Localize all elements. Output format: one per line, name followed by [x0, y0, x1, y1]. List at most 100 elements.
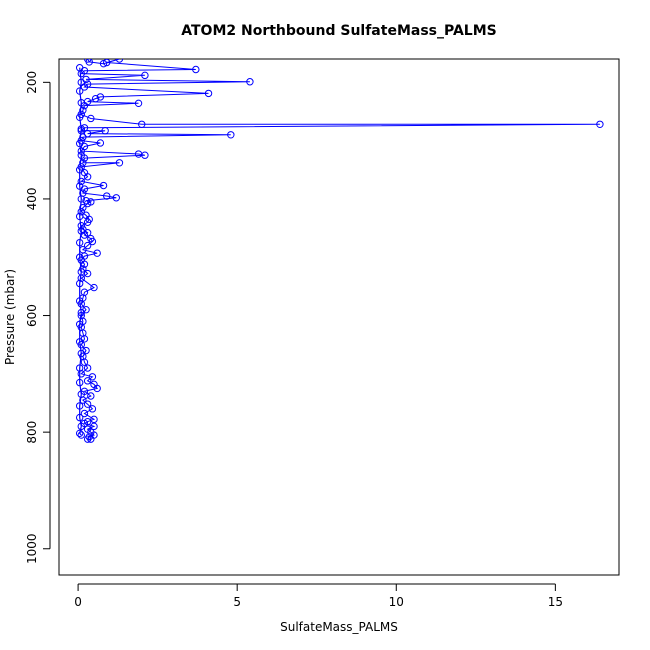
- y-tick-label: 400: [25, 187, 39, 210]
- y-tick-label: 200: [25, 71, 39, 94]
- data-point: [79, 159, 87, 167]
- data-point: [112, 194, 120, 202]
- data-point: [83, 241, 92, 250]
- data-point: [87, 114, 95, 123]
- cluster-point: [75, 113, 84, 122]
- data-point: [83, 364, 92, 372]
- data-point: [83, 59, 92, 63]
- data-point: [96, 93, 105, 101]
- data-point: [103, 192, 111, 200]
- x-tick-label: 10: [389, 595, 404, 609]
- data-point: [80, 409, 89, 418]
- data-point: [99, 181, 108, 190]
- data-point: [90, 283, 98, 292]
- cluster-point: [77, 422, 85, 431]
- cluster-point: [75, 238, 84, 247]
- cluster-point: [75, 253, 84, 261]
- data-point: [88, 373, 97, 381]
- data-point: [93, 384, 101, 393]
- x-axis: 0 5 10 15: [74, 583, 563, 609]
- cluster-point: [77, 125, 85, 133]
- cluster-point: [75, 64, 84, 72]
- cluster-point: [77, 349, 85, 358]
- y-tick-label: 800: [25, 421, 39, 444]
- data-point: [79, 106, 87, 115]
- cluster-point: [75, 378, 84, 387]
- data-point: [90, 415, 98, 424]
- data-point: [134, 99, 143, 108]
- data-point: [115, 159, 124, 167]
- data-point: [83, 173, 92, 181]
- data-point: [141, 151, 149, 159]
- cluster-point: [77, 390, 85, 398]
- cluster-point: [75, 402, 84, 410]
- data-point: [85, 59, 93, 66]
- cluster-point: [75, 429, 84, 438]
- cluster-point: [75, 139, 84, 148]
- series-group: [75, 59, 604, 443]
- cluster-point: [77, 195, 85, 203]
- cluster-point: [77, 151, 85, 159]
- cluster-point: [77, 308, 85, 317]
- data-point: [80, 260, 89, 268]
- x-axis-label: SulfateMass_PALMS: [280, 620, 398, 634]
- cluster-point: [75, 182, 84, 190]
- data-point: [204, 89, 213, 98]
- data-point: [85, 433, 93, 441]
- data-point: [79, 133, 87, 141]
- data-point: [596, 120, 604, 129]
- data-point: [101, 127, 109, 135]
- cluster-line: [79, 67, 82, 436]
- data-point: [83, 435, 92, 443]
- cluster-point: [75, 364, 84, 372]
- cluster-point: [75, 297, 84, 305]
- data-point: [80, 358, 89, 366]
- y-axis-label: Pressure (mbar): [3, 269, 17, 365]
- data-point: [83, 377, 92, 385]
- data-point: [87, 392, 95, 400]
- data-point: [93, 249, 101, 257]
- y-tick-label: 600: [25, 304, 39, 327]
- y-axis: 200 400 600 800 1000: [25, 71, 51, 564]
- x-tick-label: 5: [233, 595, 241, 609]
- cluster-point: [77, 227, 85, 235]
- data-point: [87, 435, 95, 443]
- data-point: [83, 199, 92, 208]
- plot-area: [75, 59, 604, 443]
- data-point: [88, 405, 97, 413]
- data-point: [77, 208, 85, 216]
- data-point: [138, 120, 146, 129]
- data-point: [91, 94, 100, 103]
- data-point: [88, 237, 97, 246]
- x-tick-label: 0: [74, 595, 82, 609]
- data-point: [83, 218, 92, 226]
- cluster-point: [77, 99, 85, 107]
- cluster-point: [75, 166, 84, 174]
- data-point: [99, 59, 108, 68]
- cluster-point: [77, 78, 85, 87]
- cluster-point: [77, 268, 85, 276]
- data-point: [79, 203, 87, 212]
- cluster-point: [75, 87, 84, 95]
- plot-frame: [58, 58, 620, 576]
- y-tick-label: 1000: [25, 533, 39, 564]
- data-point: [115, 59, 124, 63]
- data-point: [103, 59, 111, 67]
- chart-title: ATOM2 Northbound SulfateMass_PALMS: [181, 23, 496, 39]
- cluster-point: [75, 413, 84, 422]
- data-point: [77, 177, 85, 186]
- series-line: [80, 59, 600, 440]
- data-point: [83, 129, 92, 138]
- x-tick-label: 15: [548, 595, 563, 609]
- data-point: [141, 71, 149, 80]
- data-point: [83, 400, 92, 408]
- cluster-point: [75, 279, 84, 288]
- data-point: [227, 131, 235, 139]
- data-point: [192, 65, 200, 74]
- cluster-point: [75, 212, 84, 221]
- cluster-point: [75, 320, 84, 328]
- data-point: [96, 139, 105, 147]
- data-point: [90, 422, 98, 431]
- cluster-point: [77, 431, 85, 439]
